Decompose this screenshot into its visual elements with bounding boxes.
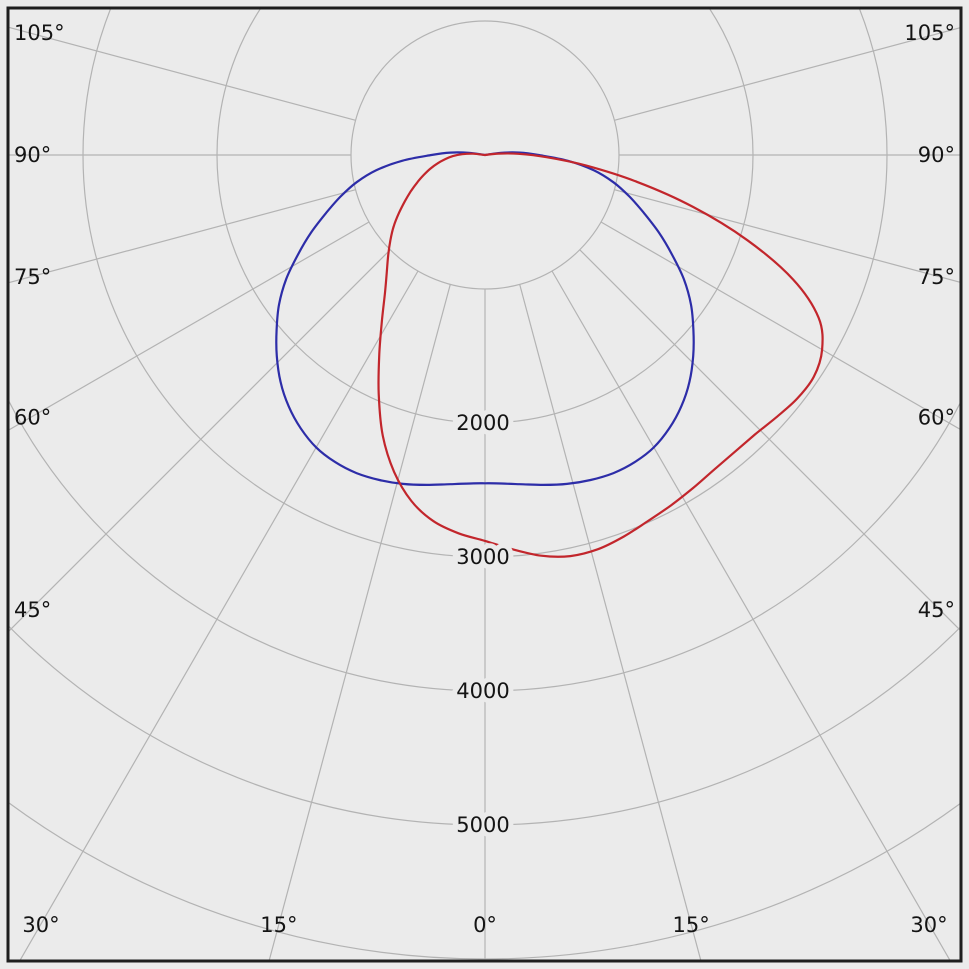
angle-label-left-90: 90° xyxy=(14,143,51,167)
red-curve xyxy=(377,152,824,558)
angle-label-bottom-3: 15° xyxy=(672,913,709,937)
angle-label-right-90: 90° xyxy=(918,143,955,167)
angle-label-right-105: 105° xyxy=(904,21,955,45)
angle-labels: 105° 105° 90° 90° 75° 75° 60° 60° 45° 45° 30° 15° 0°… xyxy=(14,21,955,937)
grid-radial-30deg xyxy=(551,270,952,961)
grid-radial-45deg xyxy=(579,249,961,632)
grid-radial--15deg xyxy=(268,284,451,961)
angle-label-bottom-1: 15° xyxy=(260,913,297,937)
ring-label-4000: 4000 xyxy=(456,679,509,703)
grid-radial-105deg xyxy=(614,26,961,121)
angle-label-left-60: 60° xyxy=(14,406,51,430)
blue-curve xyxy=(275,151,695,486)
angle-label-bottom-0: 30° xyxy=(22,913,59,937)
grid-radial--45deg xyxy=(8,249,391,633)
angle-label-left-105: 105° xyxy=(14,21,65,45)
grid-radial--75deg xyxy=(8,189,356,284)
ring-label-2000: 2000 xyxy=(456,411,509,435)
angle-label-right-75: 75° xyxy=(918,265,955,289)
angle-label-right-60: 60° xyxy=(918,406,955,430)
grid-radial--105deg xyxy=(8,26,356,121)
ring-label-3000: 3000 xyxy=(456,545,509,569)
grid-radial-15deg xyxy=(519,284,702,961)
intensity-curves xyxy=(275,151,824,558)
chart-frame xyxy=(6,6,963,963)
ring-labels: 2000 3000 4000 5000 xyxy=(451,406,514,842)
grid-radial--60deg xyxy=(8,221,370,432)
grid-radial-60deg xyxy=(600,221,961,431)
angle-label-bottom-4: 30° xyxy=(910,913,947,937)
grid-radial-75deg xyxy=(614,189,961,284)
angle-label-right-45: 45° xyxy=(918,598,955,622)
grid-radial--30deg xyxy=(18,270,419,961)
angle-label-left-45: 45° xyxy=(14,598,51,622)
ring-label-5000: 5000 xyxy=(456,813,509,837)
angle-label-bottom-2: 0° xyxy=(473,913,497,937)
angle-label-left-75: 75° xyxy=(14,265,51,289)
